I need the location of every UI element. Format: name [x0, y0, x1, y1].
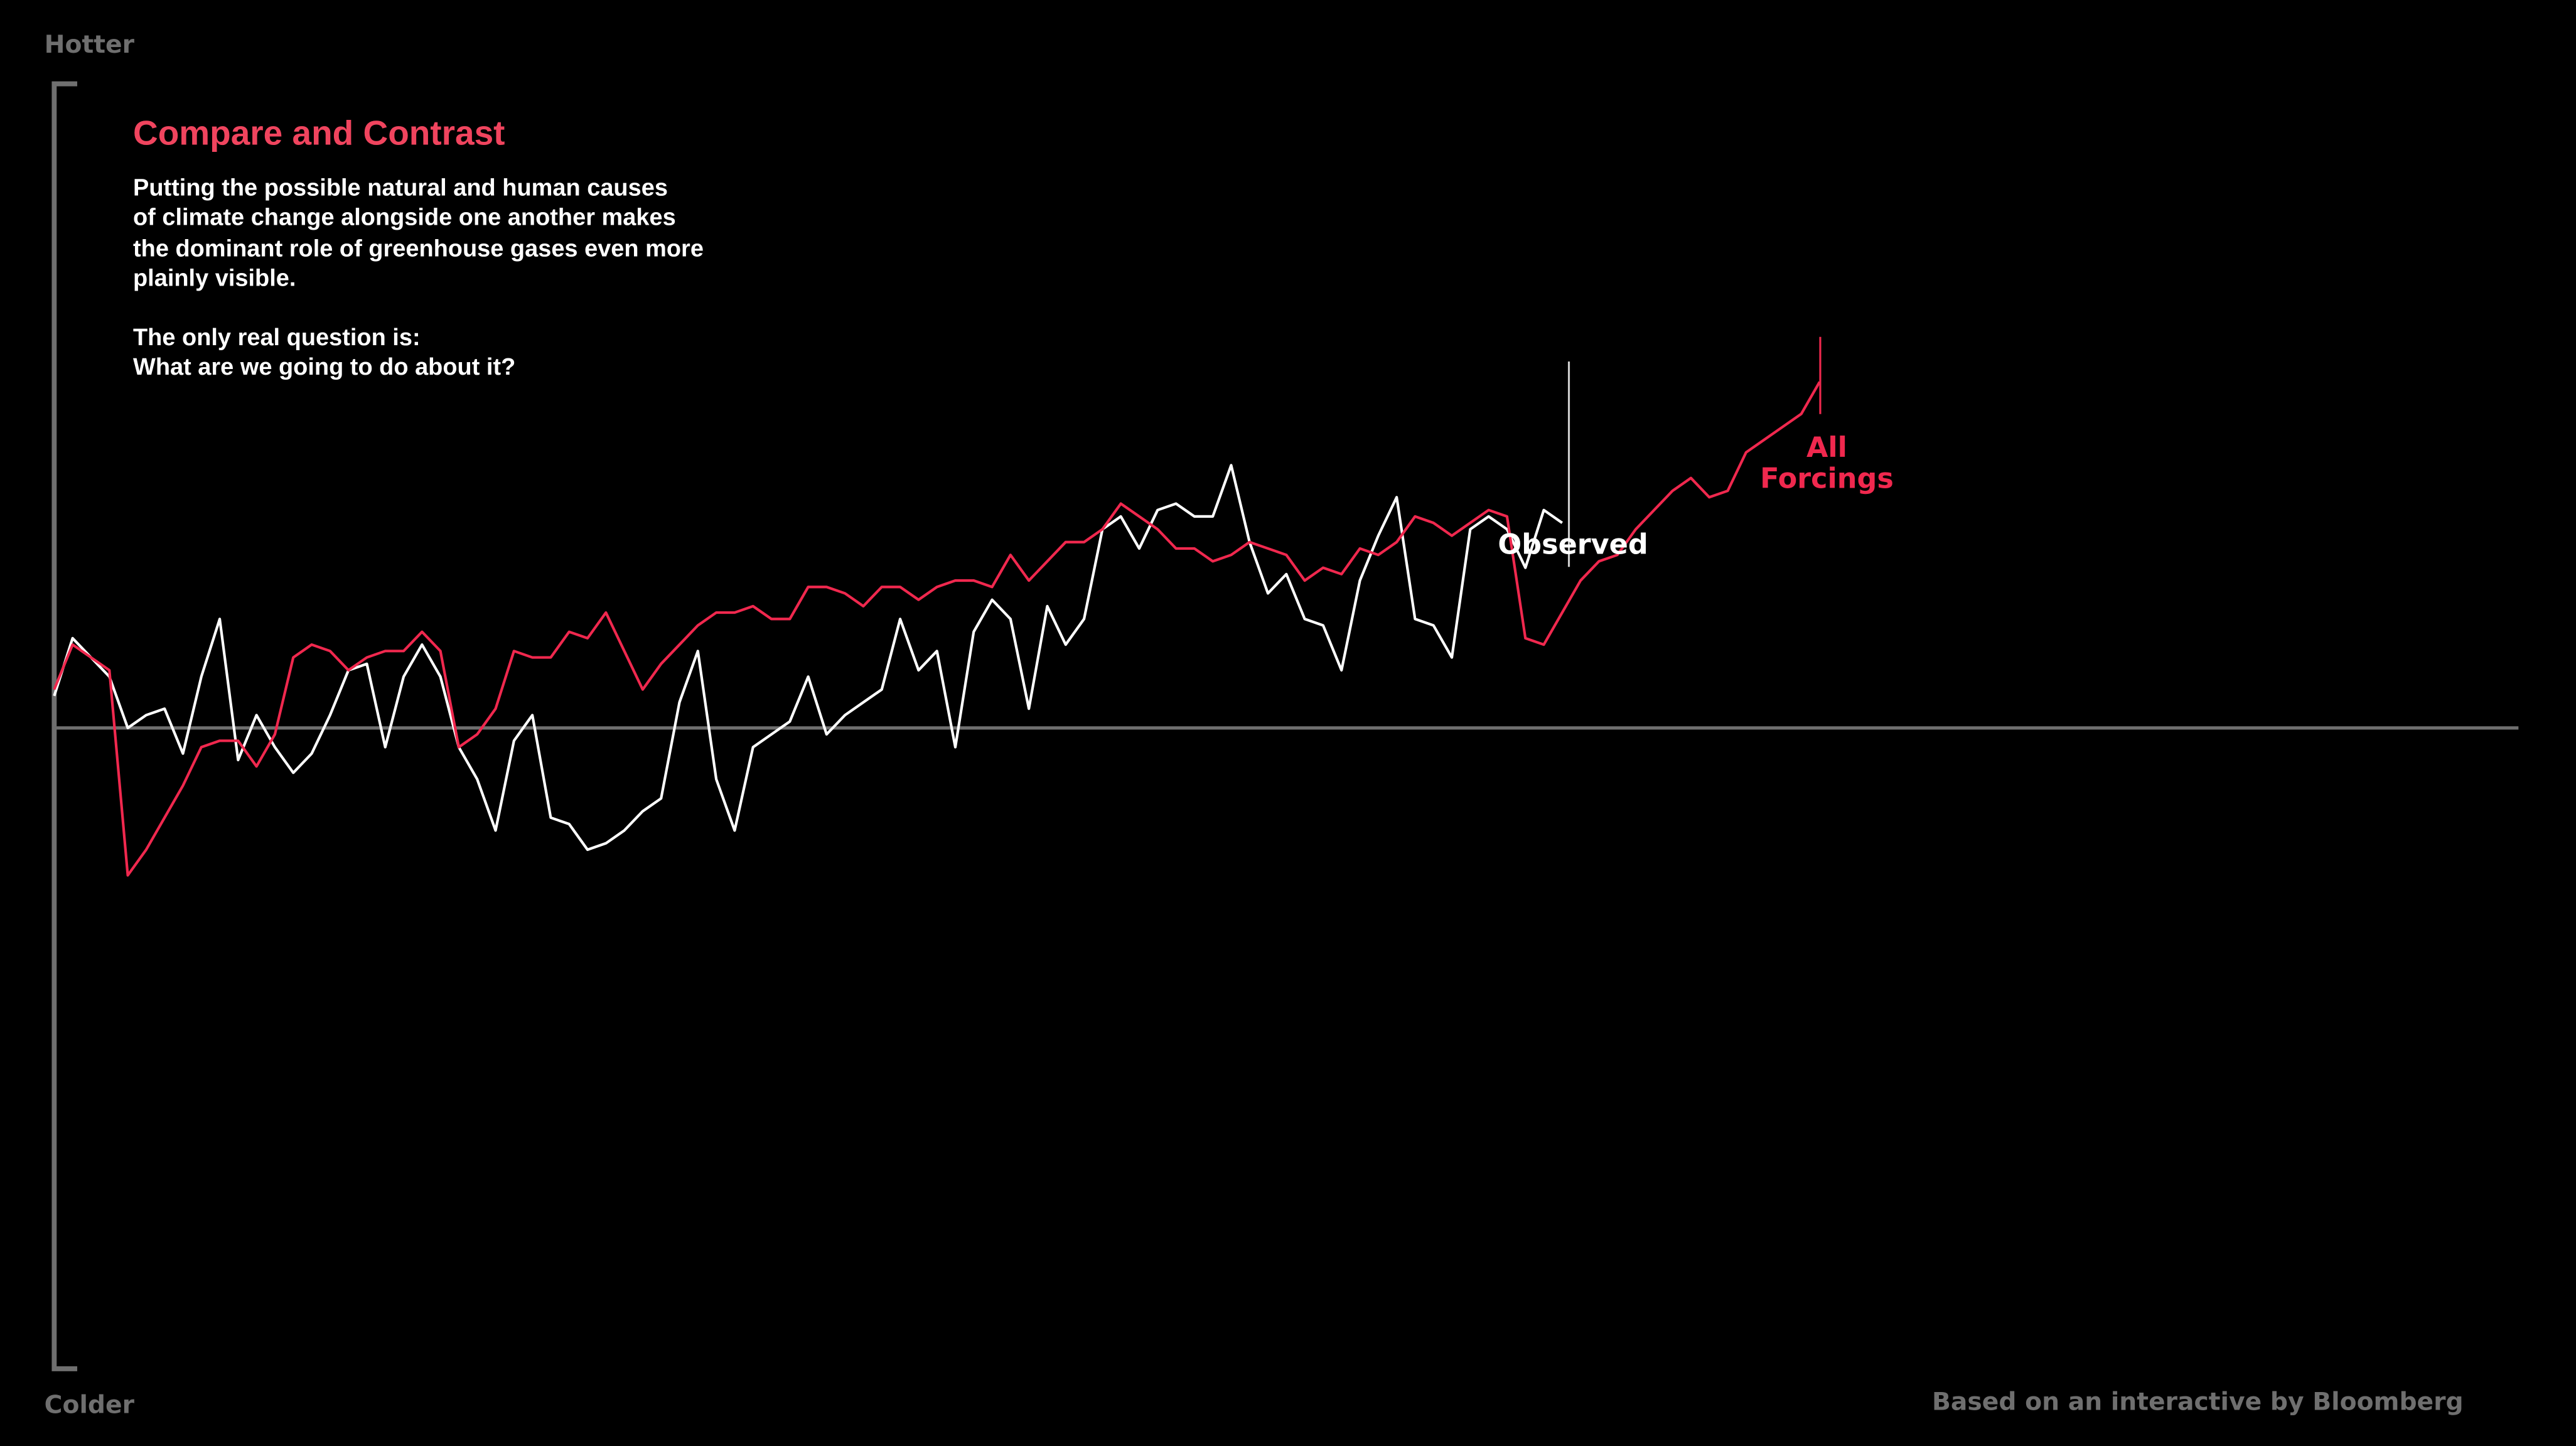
- colder-label: Colder: [44, 1390, 135, 1420]
- source: Based on an interactive by Bloomberg: [1931, 1386, 2464, 1417]
- text-line: of climate change alongside one another …: [133, 206, 676, 232]
- series-line: [53, 464, 1564, 851]
- question: The only real question is: What are we go…: [133, 324, 515, 384]
- text-line: Putting the possible natural and human c…: [133, 176, 668, 203]
- series-label: Observed: [1498, 529, 1648, 562]
- text-line: What are we going to do about it?: [133, 355, 516, 382]
- hotter-label: Hotter: [44, 29, 135, 60]
- text-line: the dominant role of greenhouse gases ev…: [133, 235, 704, 262]
- text-line: plainly visible.: [133, 265, 296, 292]
- series-line: [53, 381, 1821, 877]
- text-line: The only real question is:: [133, 325, 421, 352]
- series-label: All Forcings: [1760, 432, 1894, 496]
- title: Compare and Contrast: [133, 115, 505, 153]
- paragraph: Putting the possible natural and human c…: [133, 174, 704, 295]
